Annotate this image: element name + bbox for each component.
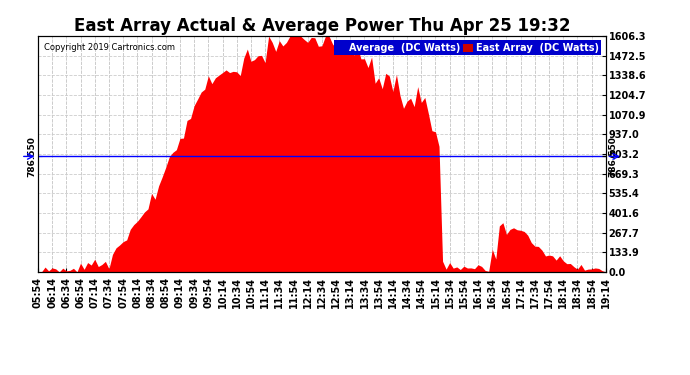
Title: East Array Actual & Average Power Thu Apr 25 19:32: East Array Actual & Average Power Thu Ap… xyxy=(74,18,570,36)
Legend: Average  (DC Watts), East Array  (DC Watts): Average (DC Watts), East Array (DC Watts… xyxy=(333,40,601,56)
Text: Copyright 2019 Cartronics.com: Copyright 2019 Cartronics.com xyxy=(43,43,175,52)
